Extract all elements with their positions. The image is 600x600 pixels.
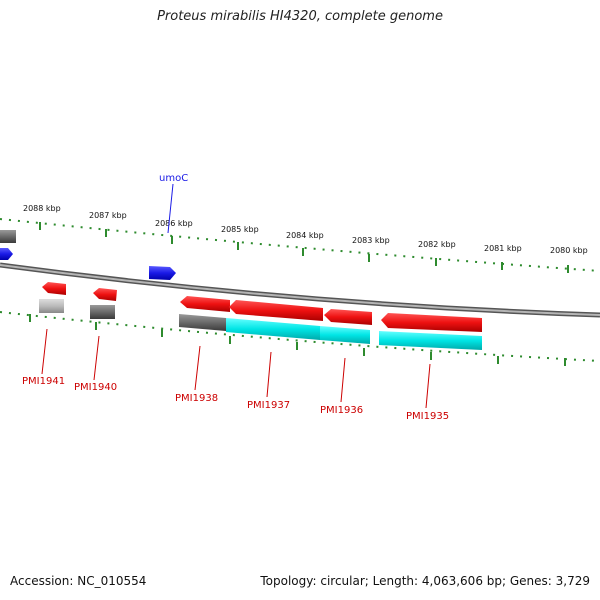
gene-pmi1941-red[interactable] <box>42 282 66 295</box>
leader-pmi1941 <box>41 328 48 375</box>
gene-pmi1935-cyan[interactable] <box>379 331 482 350</box>
scale-label-2085: 2085 kbp <box>221 225 259 234</box>
gene-pmi1940-red[interactable] <box>93 288 117 301</box>
label-pmi1938: PMI1938 <box>175 393 218 404</box>
umoc-label-leader <box>167 183 174 234</box>
scale-label-2083: 2083 kbp <box>352 236 390 245</box>
accession-info: Accession: NC_010554 <box>10 574 147 588</box>
leader-pmi1938 <box>194 345 201 391</box>
leader-pmi1936 <box>340 357 346 403</box>
leader-pmi1940 <box>93 335 100 381</box>
gene-pmi1940-gray[interactable] <box>90 305 115 319</box>
umoc-feature[interactable] <box>149 266 176 280</box>
genome-summary: Topology: circular; Length: 4,063,606 bp… <box>260 574 590 588</box>
label-pmi1935: PMI1935 <box>406 411 449 422</box>
scale-label-2087: 2087 kbp <box>89 211 127 220</box>
label-pmi1936: PMI1936 <box>320 405 363 416</box>
scale-label-2080: 2080 kbp <box>550 246 588 255</box>
gene-pmi1937-cyan[interactable] <box>226 318 320 340</box>
gene-pmi1941-gray[interactable] <box>39 299 64 313</box>
label-pmi1940: PMI1940 <box>74 382 117 393</box>
scale-major-ticks-lower <box>29 314 566 366</box>
label-pmi1941: PMI1941 <box>22 376 65 387</box>
scale-label-2082: 2082 kbp <box>418 240 456 249</box>
gene-pmi1935-red[interactable] <box>381 313 482 332</box>
scale-label-2088: 2088 kbp <box>23 204 61 213</box>
gene-pmi1938-red[interactable] <box>180 296 230 312</box>
gene-pmi1936-cyan[interactable] <box>320 326 370 344</box>
scale-label-2081: 2081 kbp <box>484 244 522 253</box>
gene-pmi1937-red[interactable] <box>229 300 323 321</box>
map-title: Proteus mirabilis HI4320, complete genom… <box>157 9 443 24</box>
label-pmi1937: PMI1937 <box>247 400 290 411</box>
scale-major-ticks-upper <box>39 222 569 273</box>
scale-label-2086: 2086 kbp <box>155 219 193 228</box>
gene-pmi1938-gray[interactable] <box>179 314 226 331</box>
edge-gene-blue[interactable] <box>0 248 13 260</box>
umoc-label: umoC <box>159 173 188 184</box>
leader-pmi1935 <box>425 363 431 409</box>
leader-pmi1937 <box>266 351 272 398</box>
scale-label-2084: 2084 kbp <box>286 231 324 240</box>
edge-gene-gray[interactable] <box>0 230 16 243</box>
gene-pmi1936-red[interactable] <box>324 309 372 325</box>
